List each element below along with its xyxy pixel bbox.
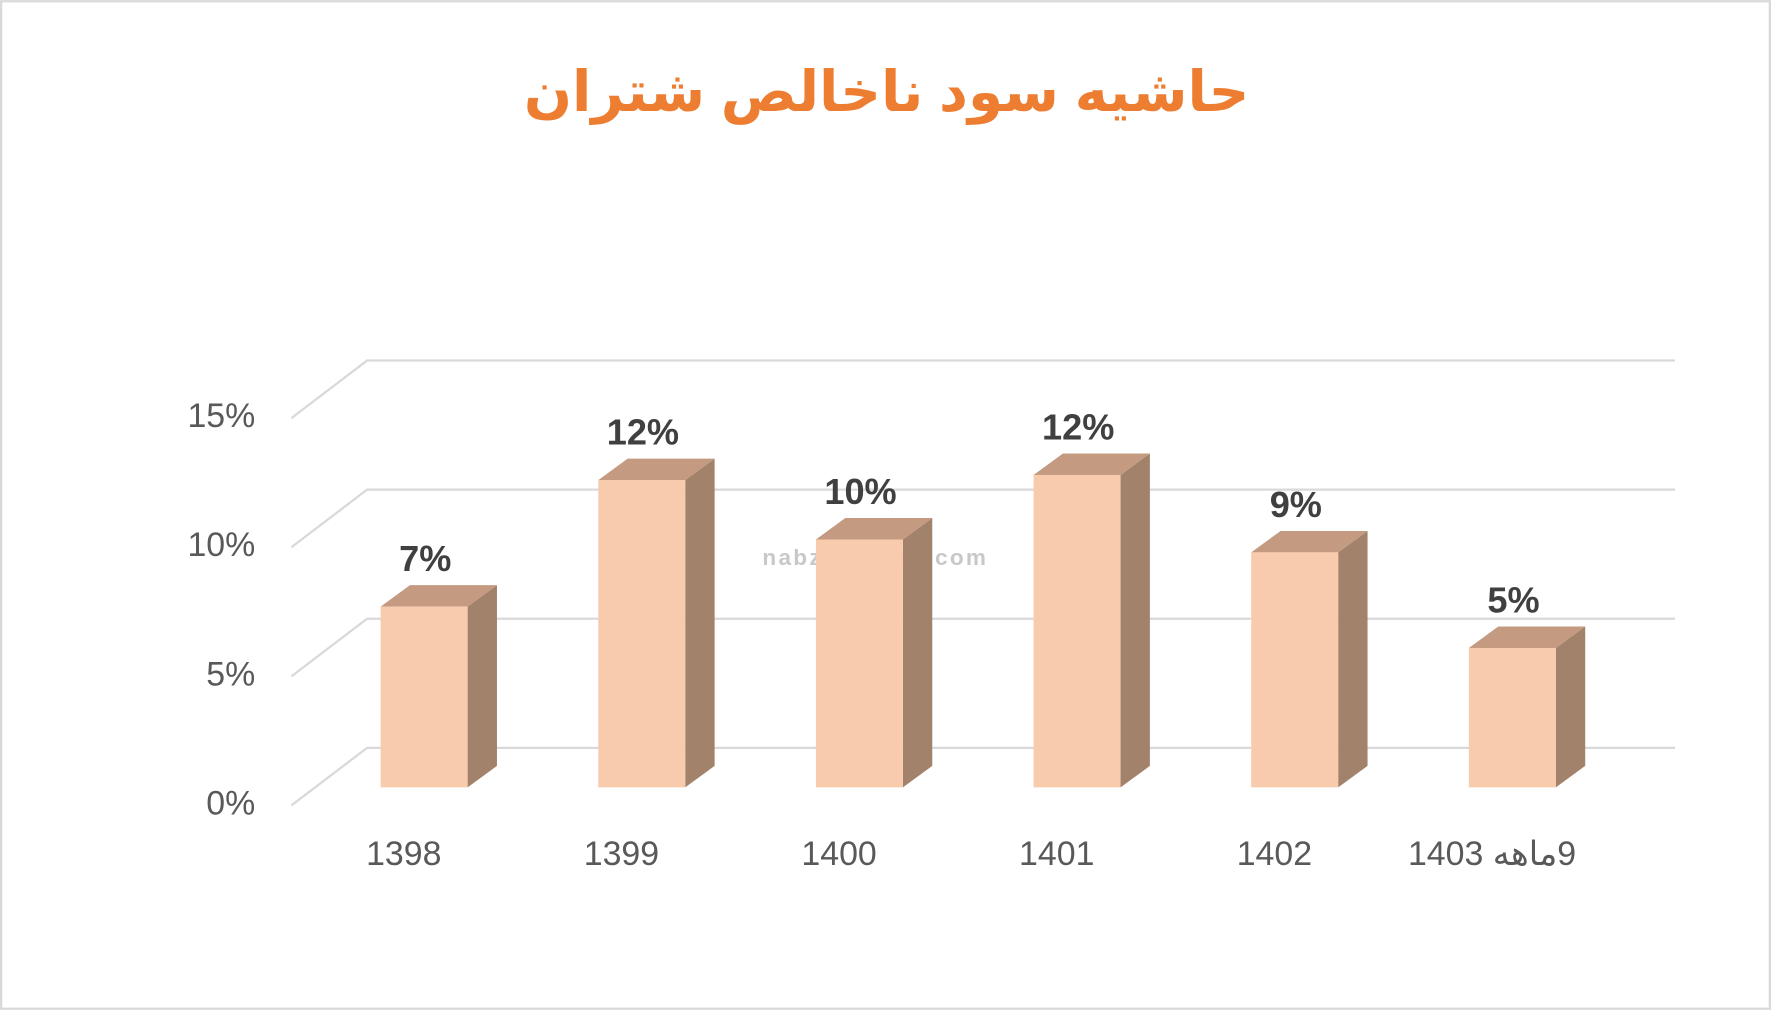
y-tick-label: 5% xyxy=(206,655,255,693)
x-tick-label: 1399 xyxy=(584,835,659,873)
bar-side xyxy=(902,518,933,788)
bar-side xyxy=(467,585,497,788)
x-tick-label: 9ماهه 1403 xyxy=(1408,835,1576,873)
y-tick-label: 10% xyxy=(187,526,255,564)
x-tick-label: 1400 xyxy=(801,835,876,873)
bar xyxy=(380,606,468,788)
bar-top xyxy=(1033,453,1150,475)
bar-top xyxy=(598,458,715,481)
x-tick-label: 1401 xyxy=(1019,835,1094,873)
grid-line xyxy=(290,746,1675,807)
x-tick-label: 1398 xyxy=(366,835,441,873)
bar xyxy=(815,539,903,788)
bar xyxy=(598,480,686,788)
bar-top xyxy=(1251,530,1368,553)
bar-top xyxy=(1468,626,1586,648)
bar xyxy=(1033,474,1121,788)
bar-top xyxy=(380,585,497,607)
x-tick-label: 1402 xyxy=(1237,835,1312,873)
bar-side xyxy=(685,458,715,788)
data-label: 9% xyxy=(1270,484,1322,525)
data-label: 10% xyxy=(824,471,896,512)
data-label: 5% xyxy=(1487,579,1539,620)
bar-top xyxy=(815,518,933,540)
data-label: 12% xyxy=(1042,406,1114,447)
bar xyxy=(1251,552,1339,788)
data-label: 7% xyxy=(399,538,451,579)
bar-side xyxy=(1120,453,1150,788)
y-tick-label: 0% xyxy=(206,784,255,822)
bar-side xyxy=(1555,626,1586,788)
chart-title: حاشیه سود ناخالص شتران xyxy=(524,60,1250,125)
plot-area: 0% 5% 10% 15% 7% 1398 12% 1399 10% 1400 12% 1401 9% 1… xyxy=(187,359,1675,873)
data-label: 12% xyxy=(607,411,679,452)
grid-line xyxy=(290,359,1675,420)
bar-side xyxy=(1338,530,1368,788)
grid-line xyxy=(290,488,1675,549)
y-tick-label: 15% xyxy=(187,397,255,435)
grid-line xyxy=(290,617,1675,678)
bar xyxy=(1468,647,1556,788)
